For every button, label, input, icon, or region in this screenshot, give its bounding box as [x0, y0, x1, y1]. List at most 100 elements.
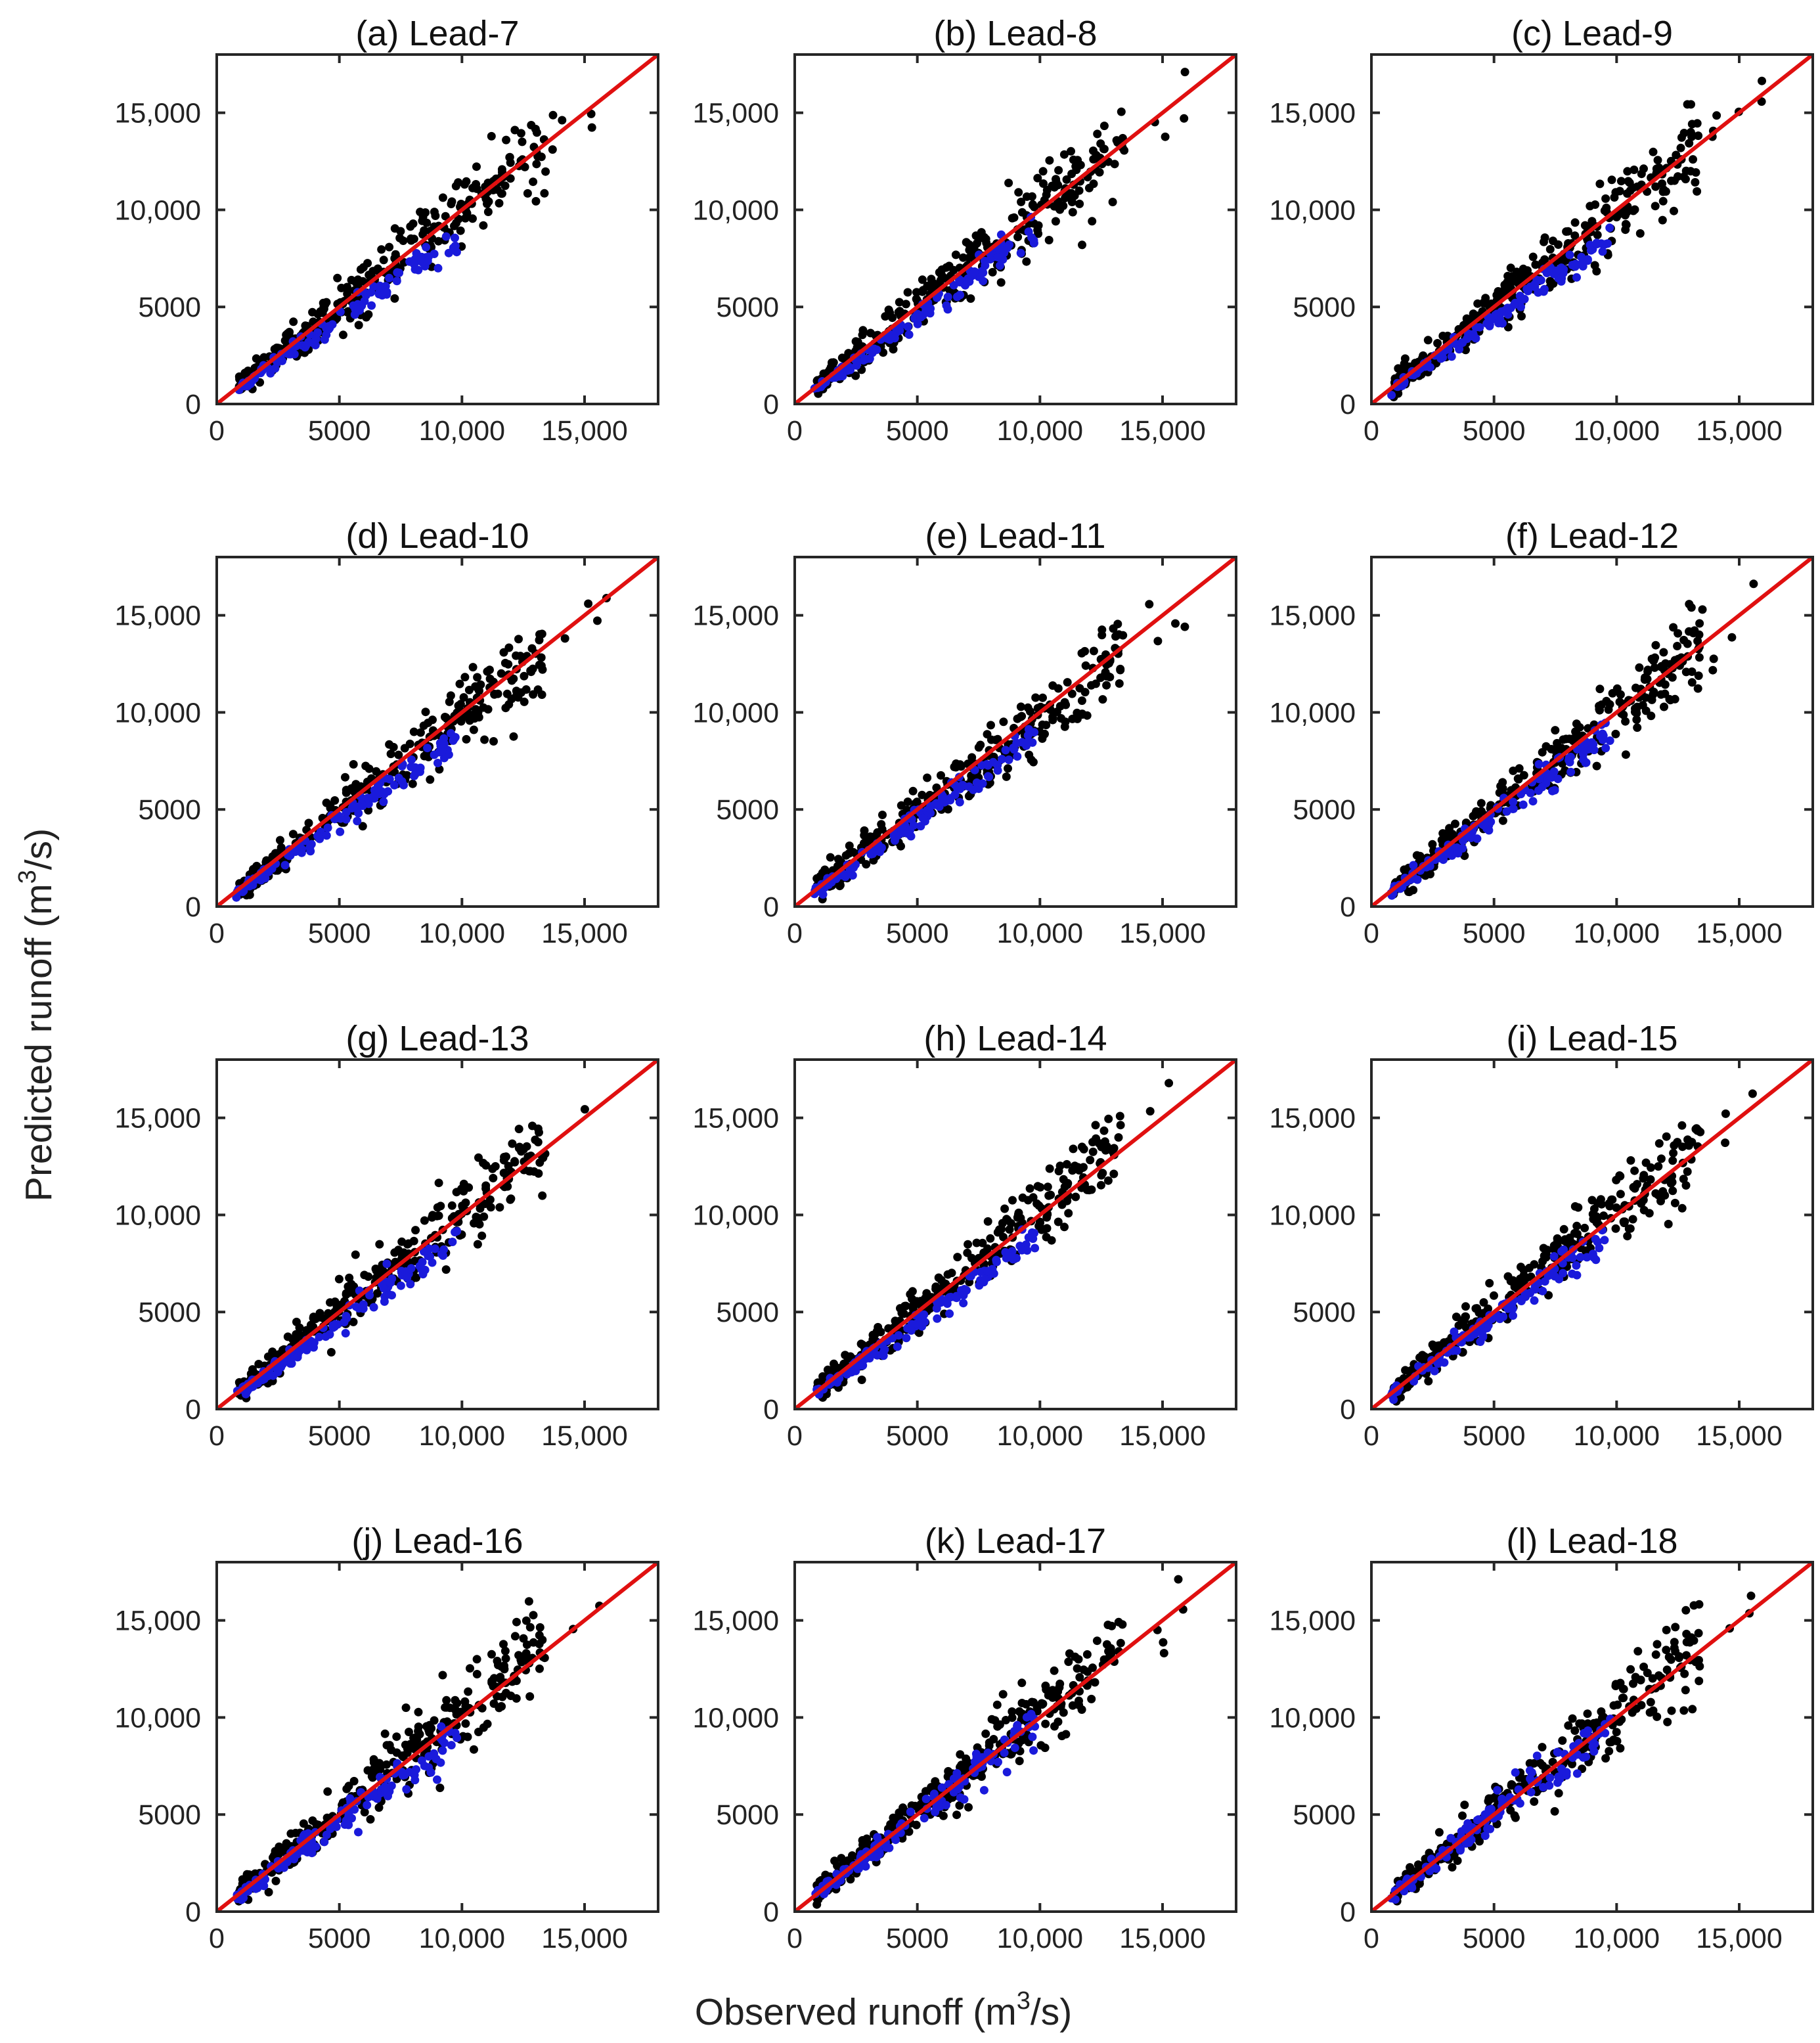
black-point [1042, 1232, 1051, 1242]
black-point [1028, 200, 1037, 210]
blue-point [435, 748, 444, 757]
black-point [1025, 1184, 1034, 1193]
blue-point [955, 797, 964, 807]
black-point [959, 253, 967, 262]
black-point [464, 1687, 473, 1696]
black-point [452, 219, 461, 227]
blue-point [1559, 265, 1568, 274]
black-point [899, 1309, 908, 1318]
black-point [1653, 156, 1662, 165]
black-point [1025, 750, 1034, 759]
black-point [1658, 179, 1666, 189]
black-point [483, 1719, 492, 1728]
y-tick-label: 10,000 [114, 194, 201, 226]
black-point [981, 1729, 990, 1738]
black-point [458, 1203, 468, 1212]
y-tick-label: 5000 [138, 1799, 201, 1831]
black-point [1633, 182, 1642, 191]
black-point [1595, 179, 1605, 189]
black-point [1651, 182, 1660, 191]
black-point [1595, 685, 1605, 694]
blue-point [847, 1368, 856, 1377]
blue-point [1479, 820, 1488, 830]
black-point [533, 1124, 543, 1133]
black-point [860, 826, 869, 835]
black-point [438, 1671, 447, 1680]
blue-point [870, 1349, 879, 1358]
blue-point [344, 1810, 353, 1819]
y-tick-label: 10,000 [114, 1702, 201, 1734]
black-point [403, 1744, 412, 1753]
black-point [483, 705, 493, 714]
black-point [1111, 632, 1120, 641]
black-point [1002, 772, 1011, 781]
black-point [1683, 1135, 1692, 1144]
black-point [385, 242, 394, 252]
y-tick-label: 15,000 [114, 1103, 201, 1134]
blue-point [1553, 775, 1563, 784]
black-point [1042, 191, 1051, 200]
black-point [1623, 1232, 1632, 1241]
black-point [1000, 1204, 1010, 1213]
black-point [1647, 695, 1656, 704]
black-point [1721, 1138, 1730, 1148]
x-tick-label: 15,000 [1119, 1420, 1206, 1452]
black-point [540, 189, 549, 198]
blue-point [904, 330, 914, 339]
scatter-panel: (k) Lead-17005000500010,00010,00015,0001… [692, 1521, 1237, 1954]
blue-point [395, 268, 404, 277]
scatter-panel: (c) Lead-9005000500010,00010,00015,00015… [1269, 14, 1814, 447]
black-point [1559, 1236, 1568, 1246]
black-point [1114, 1617, 1123, 1627]
black-point [403, 771, 412, 780]
x-tick-label: 10,000 [419, 415, 506, 447]
blue-point [858, 1361, 868, 1370]
blue-point [379, 797, 388, 806]
blue-point [926, 809, 935, 818]
black-point [584, 599, 593, 608]
blue-point [918, 813, 927, 822]
black-point [1008, 1196, 1017, 1205]
black-point [853, 343, 862, 352]
black-point [502, 135, 511, 145]
blue-point [1024, 227, 1033, 236]
black-point [1591, 200, 1600, 209]
panels: (a) Lead-7005000500010,00010,00015,00015… [114, 14, 1814, 1954]
black-point [993, 734, 1002, 744]
black-point [908, 1287, 917, 1296]
x-tick-label: 15,000 [1696, 918, 1783, 949]
black-point [460, 180, 469, 189]
points-group [233, 1105, 589, 1403]
blue-point [818, 890, 828, 899]
black-point [1625, 178, 1634, 187]
black-point [1104, 1114, 1113, 1123]
black-point [1068, 208, 1077, 217]
black-point [1695, 619, 1704, 628]
black-point [1559, 1224, 1568, 1234]
black-point [560, 634, 569, 643]
black-point [479, 221, 488, 230]
axes-frame [1370, 556, 1814, 908]
black-point [967, 753, 977, 762]
black-point [373, 1289, 382, 1298]
black-point [379, 256, 388, 265]
black-point [289, 317, 298, 326]
black-point [1580, 1223, 1589, 1232]
y-tick-label: 0 [1340, 891, 1356, 923]
black-point [1063, 678, 1072, 687]
blue-point [1605, 223, 1614, 233]
black-point [414, 1726, 423, 1736]
blue-point [1502, 807, 1511, 816]
black-point [1096, 1180, 1105, 1190]
black-point [593, 616, 602, 625]
axes-frame [793, 1058, 1237, 1410]
y-tick-label: 15,000 [114, 600, 201, 632]
black-point [1652, 164, 1661, 173]
blue-point [426, 1768, 435, 1777]
black-point [431, 212, 440, 220]
black-point [1587, 1196, 1597, 1205]
blue-point [367, 301, 376, 310]
black-point [858, 330, 867, 340]
black-point [501, 1654, 510, 1663]
black-point [538, 665, 547, 674]
